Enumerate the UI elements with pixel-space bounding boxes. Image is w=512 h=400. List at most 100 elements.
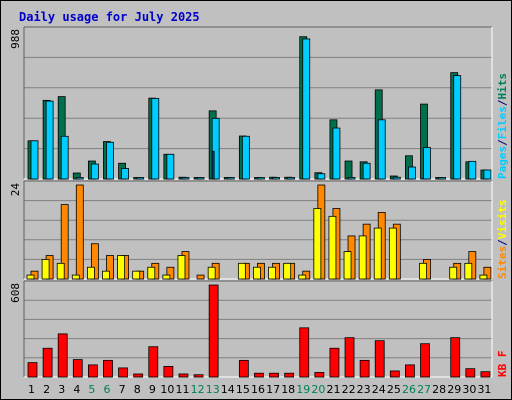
bar-kbytes bbox=[254, 372, 264, 378]
x-tick-label: 7 bbox=[119, 383, 126, 396]
bar-files bbox=[468, 160, 477, 180]
bar-kbytes bbox=[420, 343, 430, 378]
series-side-label-part: Files bbox=[496, 106, 509, 139]
x-tick-label: 23 bbox=[357, 383, 371, 396]
x-tick-label: 21 bbox=[326, 383, 340, 396]
bar-files bbox=[151, 98, 160, 180]
x-tick-label: 30 bbox=[462, 383, 476, 396]
bar-files bbox=[347, 177, 356, 180]
x-tick-label: 4 bbox=[73, 383, 80, 396]
x-tick-label: 2 bbox=[43, 383, 50, 396]
bar-files bbox=[453, 75, 462, 180]
x-tick-label: 22 bbox=[342, 383, 356, 396]
x-tick-label: 19 bbox=[296, 383, 310, 396]
bar-sites bbox=[328, 215, 337, 280]
bar-files bbox=[90, 163, 99, 180]
bar-sites bbox=[479, 274, 488, 280]
series-side-label-part: / bbox=[496, 239, 509, 246]
bar-files bbox=[272, 177, 280, 180]
bar-files bbox=[106, 141, 114, 180]
bar-kbytes bbox=[359, 359, 370, 378]
x-tick-label: 31 bbox=[477, 383, 491, 396]
bar-kbytes bbox=[208, 284, 219, 378]
bar-visits bbox=[75, 184, 84, 280]
bar-sites bbox=[162, 274, 171, 280]
x-tick-label: 10 bbox=[160, 383, 174, 396]
bar-files bbox=[438, 177, 447, 180]
bar-sites bbox=[237, 262, 246, 280]
bar-files bbox=[196, 177, 205, 180]
bar-sites bbox=[117, 255, 125, 280]
bar-kbytes bbox=[480, 371, 491, 378]
bar-sites bbox=[373, 227, 382, 280]
x-tick-label: 13 bbox=[206, 383, 220, 396]
panel-2 bbox=[23, 180, 493, 280]
x-tick-label: 6 bbox=[104, 383, 111, 396]
bar-visits bbox=[60, 204, 69, 280]
bar-sites bbox=[358, 235, 367, 280]
plot-area bbox=[24, 181, 492, 279]
bar-kbytes bbox=[133, 373, 144, 378]
bar-sites bbox=[464, 262, 473, 280]
bar-kbytes bbox=[103, 359, 113, 378]
series-side-label: Sites/Visits bbox=[496, 200, 509, 280]
bar-kbytes bbox=[163, 366, 174, 378]
bar-sites bbox=[207, 266, 216, 280]
bar-kbytes bbox=[269, 372, 279, 378]
bar-visits bbox=[90, 243, 99, 280]
bar-sites bbox=[56, 262, 65, 280]
bar-kbytes bbox=[87, 364, 98, 378]
series-side-label-part: Visits bbox=[496, 200, 509, 240]
bar-files bbox=[377, 119, 386, 180]
bar-sites bbox=[388, 227, 397, 280]
bar-kbytes bbox=[27, 362, 38, 378]
bar-kbytes bbox=[284, 372, 295, 378]
x-tick-label: 18 bbox=[281, 383, 295, 396]
bar-files bbox=[211, 117, 220, 180]
bar-hits bbox=[344, 160, 353, 180]
x-tick-label: 27 bbox=[417, 383, 431, 396]
bar-files bbox=[362, 162, 371, 180]
bar-files bbox=[75, 177, 84, 180]
bar-files bbox=[302, 38, 311, 180]
bar-kbytes bbox=[118, 367, 128, 378]
bar-sites bbox=[102, 270, 110, 280]
bar-files bbox=[317, 173, 326, 180]
bar-sites bbox=[419, 262, 427, 280]
x-tick-label: 11 bbox=[176, 383, 190, 396]
x-tick-label: 28 bbox=[432, 383, 446, 396]
x-tick-label: 25 bbox=[387, 383, 401, 396]
bar-kbytes bbox=[238, 359, 249, 378]
bar-visits bbox=[166, 266, 175, 280]
x-tick-label: 29 bbox=[447, 383, 461, 396]
bar-files bbox=[241, 135, 250, 180]
bar-kbytes bbox=[450, 337, 461, 378]
series-side-label-part: Sites bbox=[496, 246, 509, 279]
panel-3 bbox=[23, 280, 493, 378]
series-side-label-part: Hits bbox=[496, 73, 509, 100]
bar-kbytes bbox=[344, 337, 355, 378]
y-axis-max-label: 988 bbox=[9, 29, 22, 49]
bar-files bbox=[287, 177, 296, 180]
bar-sites bbox=[86, 266, 95, 280]
x-tick-label: 15 bbox=[236, 383, 250, 396]
x-tick-label: 17 bbox=[266, 383, 280, 396]
series-side-label-part: F bbox=[496, 351, 509, 364]
plot-area bbox=[24, 281, 492, 377]
bar-kbytes bbox=[72, 359, 83, 378]
bar-kbytes bbox=[57, 333, 68, 378]
bar-pages bbox=[211, 150, 215, 180]
bar-files bbox=[423, 147, 431, 180]
bar-kbytes bbox=[389, 370, 400, 378]
bar-files bbox=[483, 169, 492, 180]
bar-visits bbox=[196, 274, 205, 280]
bar-visits bbox=[106, 255, 114, 280]
y-axis-max-label: 608 bbox=[9, 283, 22, 303]
x-tick-label: 24 bbox=[372, 383, 386, 396]
series-side-label-part: KB bbox=[496, 363, 509, 377]
series-side-label-part: / bbox=[496, 99, 509, 106]
x-tick-label: 1 bbox=[28, 383, 35, 396]
bar-files bbox=[392, 176, 401, 180]
series-side-label-part: Pages bbox=[496, 146, 509, 179]
